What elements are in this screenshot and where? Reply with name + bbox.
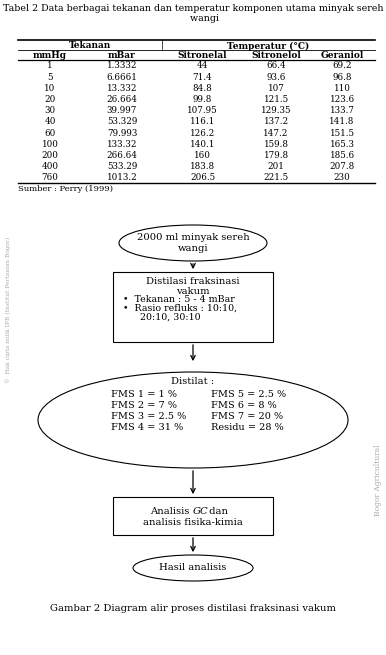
- Text: FMS 6 = 8 %: FMS 6 = 8 %: [211, 401, 277, 410]
- Text: 110: 110: [334, 84, 350, 93]
- Text: mBar: mBar: [108, 52, 136, 60]
- Text: 151.5: 151.5: [330, 128, 354, 138]
- Text: dan: dan: [206, 507, 228, 516]
- Text: 20: 20: [44, 95, 56, 104]
- Text: 71.4: 71.4: [193, 73, 212, 82]
- Text: Hasil analisis: Hasil analisis: [159, 563, 227, 572]
- Text: 96.8: 96.8: [332, 73, 352, 82]
- Text: 129.35: 129.35: [261, 106, 291, 115]
- Text: 147.2: 147.2: [263, 128, 289, 138]
- Text: 60: 60: [44, 128, 56, 138]
- Text: FMS 5 = 2.5 %: FMS 5 = 2.5 %: [211, 390, 286, 399]
- Text: 84.8: 84.8: [193, 84, 212, 93]
- Text: FMS 2 = 7 %: FMS 2 = 7 %: [111, 401, 177, 410]
- Text: 160: 160: [194, 151, 211, 160]
- Text: Geraniol: Geraniol: [320, 52, 364, 60]
- Text: Sumber : Perry (1999): Sumber : Perry (1999): [18, 185, 113, 193]
- Text: 140.1: 140.1: [190, 140, 215, 149]
- Text: •  Rasio refluks : 10:10,: • Rasio refluks : 10:10,: [123, 304, 237, 313]
- Text: Tabel 2 Data berbagai tekanan dan temperatur komponen utama minyak sereh
       : Tabel 2 Data berbagai tekanan dan temper…: [3, 4, 383, 24]
- Text: 93.6: 93.6: [266, 73, 286, 82]
- Text: 13.332: 13.332: [107, 84, 137, 93]
- Text: 5: 5: [47, 73, 53, 82]
- Text: 141.8: 141.8: [329, 117, 355, 126]
- Text: 40: 40: [44, 117, 56, 126]
- Text: 1013.2: 1013.2: [107, 174, 137, 183]
- Text: 116.1: 116.1: [190, 117, 215, 126]
- Text: 10: 10: [44, 84, 56, 93]
- Text: Residu = 28 %: Residu = 28 %: [211, 423, 284, 432]
- Text: 69.2: 69.2: [332, 62, 352, 71]
- Text: Distilasi fraksinasi
vakum: Distilasi fraksinasi vakum: [146, 277, 240, 297]
- Text: 266.64: 266.64: [107, 151, 137, 160]
- Text: 107: 107: [267, 84, 284, 93]
- Text: 1.3332: 1.3332: [107, 62, 137, 71]
- Text: 230: 230: [334, 174, 350, 183]
- Text: FMS 7 = 20 %: FMS 7 = 20 %: [211, 412, 283, 421]
- Text: 221.5: 221.5: [263, 174, 289, 183]
- Text: 200: 200: [42, 151, 58, 160]
- Text: 165.3: 165.3: [330, 140, 354, 149]
- Text: 126.2: 126.2: [190, 128, 215, 138]
- Text: Bogor Agricultural: Bogor Agricultural: [374, 444, 382, 515]
- Text: 159.8: 159.8: [264, 140, 288, 149]
- Text: Sitronelol: Sitronelol: [251, 52, 301, 60]
- Text: 79.993: 79.993: [107, 128, 137, 138]
- Text: FMS 3 = 2.5 %: FMS 3 = 2.5 %: [111, 412, 186, 421]
- Text: 206.5: 206.5: [190, 174, 215, 183]
- Text: 100: 100: [42, 140, 58, 149]
- Text: 137.2: 137.2: [263, 117, 289, 126]
- Text: mmHg: mmHg: [33, 52, 67, 60]
- Text: FMS 4 = 31 %: FMS 4 = 31 %: [111, 423, 183, 432]
- Text: Temperatur (°C): Temperatur (°C): [227, 41, 310, 50]
- Text: Tekanan: Tekanan: [69, 41, 111, 50]
- Text: Sitronelal: Sitronelal: [178, 52, 227, 60]
- Text: 400: 400: [42, 162, 59, 172]
- Text: 123.6: 123.6: [329, 95, 355, 104]
- Text: 2000 ml minyak sereh
wangi: 2000 ml minyak sereh wangi: [137, 233, 249, 253]
- Text: 183.8: 183.8: [190, 162, 215, 172]
- Text: 760: 760: [42, 174, 58, 183]
- Text: 6.6661: 6.6661: [107, 73, 137, 82]
- Text: 26.664: 26.664: [107, 95, 137, 104]
- Text: FMS 1 = 1 %: FMS 1 = 1 %: [111, 390, 177, 399]
- Text: 44: 44: [197, 62, 208, 71]
- Text: 533.29: 533.29: [107, 162, 137, 172]
- Text: Analisis: Analisis: [151, 507, 193, 516]
- Text: 1: 1: [47, 62, 53, 71]
- Text: ©  Hak cipta milik IPB (Institut Pertanian Bogor): © Hak cipta milik IPB (Institut Pertania…: [5, 237, 11, 383]
- Text: 99.8: 99.8: [193, 95, 212, 104]
- Text: 30: 30: [44, 106, 56, 115]
- Text: •  Tekanan : 5 - 4 mBar: • Tekanan : 5 - 4 mBar: [123, 295, 235, 304]
- Text: 133.32: 133.32: [107, 140, 137, 149]
- Text: 66.4: 66.4: [266, 62, 286, 71]
- Text: 121.5: 121.5: [263, 95, 289, 104]
- Text: 39.997: 39.997: [107, 106, 137, 115]
- Text: Distilat :: Distilat :: [171, 377, 215, 386]
- Text: 107.95: 107.95: [187, 106, 218, 115]
- Text: analisis fisika-kimia: analisis fisika-kimia: [143, 518, 243, 527]
- Text: 179.8: 179.8: [263, 151, 289, 160]
- Text: 53.329: 53.329: [107, 117, 137, 126]
- Text: GC: GC: [193, 507, 208, 516]
- Text: 201: 201: [267, 162, 284, 172]
- Text: 20:10, 30:10: 20:10, 30:10: [131, 313, 201, 322]
- Text: 133.7: 133.7: [330, 106, 354, 115]
- Text: 207.8: 207.8: [329, 162, 355, 172]
- Text: Gambar 2 Diagram alir proses distilasi fraksinasi vakum: Gambar 2 Diagram alir proses distilasi f…: [50, 604, 336, 613]
- Text: 185.6: 185.6: [329, 151, 355, 160]
